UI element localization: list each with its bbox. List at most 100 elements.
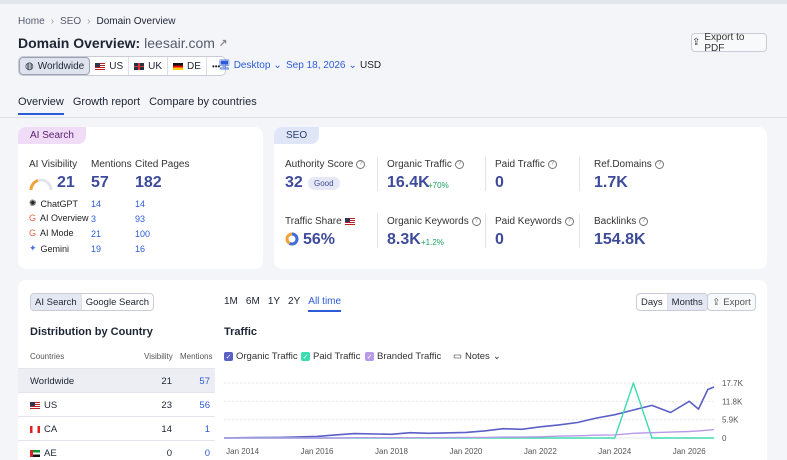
chevron-right-icon: › [50,16,55,27]
chart-grid [224,382,714,439]
granularity-months[interactable]: Months [667,294,707,310]
seo-badge: SEO [274,127,320,144]
tab-overview[interactable]: Overview [18,96,64,115]
chatgpt-mentions[interactable]: 14 [91,199,102,209]
y-tick-label: 11.8K [722,397,743,406]
ai-overview-cited[interactable]: 93 [135,214,146,224]
chevron-right-icon: › [87,16,91,27]
organic-traffic-text: Organic Traffic [387,159,452,170]
authority-score-label: Authority Score ? [285,159,366,170]
y-tick-label: 17.7K [722,379,744,388]
legend-organic[interactable]: ✓ Organic Traffic [224,351,298,362]
page-title: Domain Overview: leesair.com ↗ [18,35,227,51]
paid-traffic-value[interactable]: 0 [495,174,504,191]
tab-growth-report[interactable]: Growth report [72,96,141,108]
authority-score-value[interactable]: 32 [285,174,303,191]
chevron-down-icon: ⌄ [273,60,282,71]
cited-pages-value[interactable]: 182 [135,174,162,191]
device-label: Desktop [233,60,271,71]
us-flag-icon [30,402,40,409]
export-pdf-button[interactable]: ⇪ Export to PDF [691,32,767,54]
backlinks-value[interactable]: 154.8K [594,231,646,248]
db-de[interactable]: DE [168,57,207,75]
legend-branded[interactable]: ✓ Branded Traffic [365,351,441,362]
ai-visibility-value: 21 [57,174,75,191]
organic-traffic-value[interactable]: 16.4K [387,174,430,191]
granularity-toggle: Days Months [636,293,708,311]
organic-keywords-text: Organic Keywords [387,216,469,227]
country-cell: Worldwide [30,376,74,387]
chatgpt-cited[interactable]: 14 [135,199,146,209]
google-icon: G [29,228,37,238]
mentions-value[interactable]: 57 [91,174,109,191]
mentions-cell[interactable]: 0 [204,448,210,459]
traffic-share-donut-icon [285,232,299,246]
ai-mode-cited[interactable]: 100 [135,229,151,239]
range-1y[interactable]: 1Y [267,296,281,307]
desktop-icon: 🖥︎ [218,60,231,71]
ref-domains-value[interactable]: 1.7K [594,174,628,191]
granularity-days[interactable]: Days [637,294,668,310]
info-icon[interactable]: ? [356,160,366,169]
info-icon[interactable]: ? [471,217,481,226]
source-google-search[interactable]: Google Search [85,296,150,308]
db-worldwide[interactable]: ◍ Worldwide [19,57,91,75]
x-tick-label: Jan 2020 [449,447,482,456]
range-6m[interactable]: 6M [245,296,260,307]
tab-compare-by-countries[interactable]: Compare by countries [149,96,257,108]
country-name: AE [44,448,57,459]
table-row[interactable]: AE 0 0 [18,440,215,460]
info-icon[interactable]: ? [454,160,464,169]
tabs-divider [0,117,787,118]
range-all-time[interactable]: All time [308,296,342,312]
organic-keywords-change: +1.2% [421,238,444,247]
more-databases-button[interactable]: ••• [207,57,225,75]
ai-overview-mentions[interactable]: 3 [91,214,97,224]
paid-keywords-label: Paid Keywords ? [495,216,574,227]
mentions-cell[interactable]: 57 [199,376,210,387]
x-tick-label: Jan 2026 [673,447,706,456]
db-us[interactable]: US [90,57,130,75]
source-ai-search[interactable]: AI Search [31,294,82,310]
gemini-cited[interactable]: 16 [135,244,146,254]
info-icon[interactable]: ? [564,217,574,226]
chart-y-axis: 17.7K 11.8K 5.9K 0 [722,379,744,443]
table-row[interactable]: Worldwide 21 57 [18,368,215,392]
divider [485,157,486,191]
range-1m[interactable]: 1M [224,296,238,307]
distribution-title: Distribution by Country [30,326,153,338]
info-icon[interactable]: ? [654,160,664,169]
col-visibility: Visibility [144,352,173,361]
paid-keywords-value[interactable]: 0 [495,231,504,248]
divider [579,214,580,248]
breadcrumb-home[interactable]: Home [18,16,45,27]
info-icon[interactable]: ? [547,160,557,169]
legend-paid[interactable]: ✓ Paid Traffic [301,351,360,362]
info-icon[interactable]: ? [639,217,649,226]
gemini-mentions[interactable]: 19 [91,244,102,254]
chart-series [224,382,715,439]
visibility-cell: 23 [161,400,172,411]
table-row[interactable]: CA 14 1 [18,416,215,440]
series-line-paid-traffic [224,382,714,439]
country-cell: CA [30,424,57,435]
mentions-cell[interactable]: 56 [199,400,210,411]
date-dropdown[interactable]: Sep 18, 2026 ⌄ [286,60,357,71]
platform-gemini: ✦ Gemini [29,243,69,254]
ai-mode-mentions[interactable]: 21 [91,229,102,239]
export-button[interactable]: ⇪ Export [707,293,756,311]
breadcrumb-seo[interactable]: SEO [60,16,82,27]
notes-dropdown[interactable]: ▭ Notes ⌄ [453,351,501,362]
paid-traffic-text: Paid Traffic [495,159,545,170]
top-border [0,0,787,4]
ref-domains-text: Ref.Domains [594,159,652,170]
ca-flag-icon [30,426,40,433]
organic-keywords-value[interactable]: 8.3K [387,231,421,248]
device-dropdown[interactable]: 🖥︎ Desktop ⌄ [218,60,282,71]
range-2y[interactable]: 2Y [288,296,301,307]
country-name: CA [44,424,58,435]
mentions-cell[interactable]: 1 [204,424,210,435]
table-row[interactable]: US 23 56 [18,392,215,416]
external-link-icon[interactable]: ↗ [218,37,228,49]
db-uk[interactable]: UK [129,57,169,75]
